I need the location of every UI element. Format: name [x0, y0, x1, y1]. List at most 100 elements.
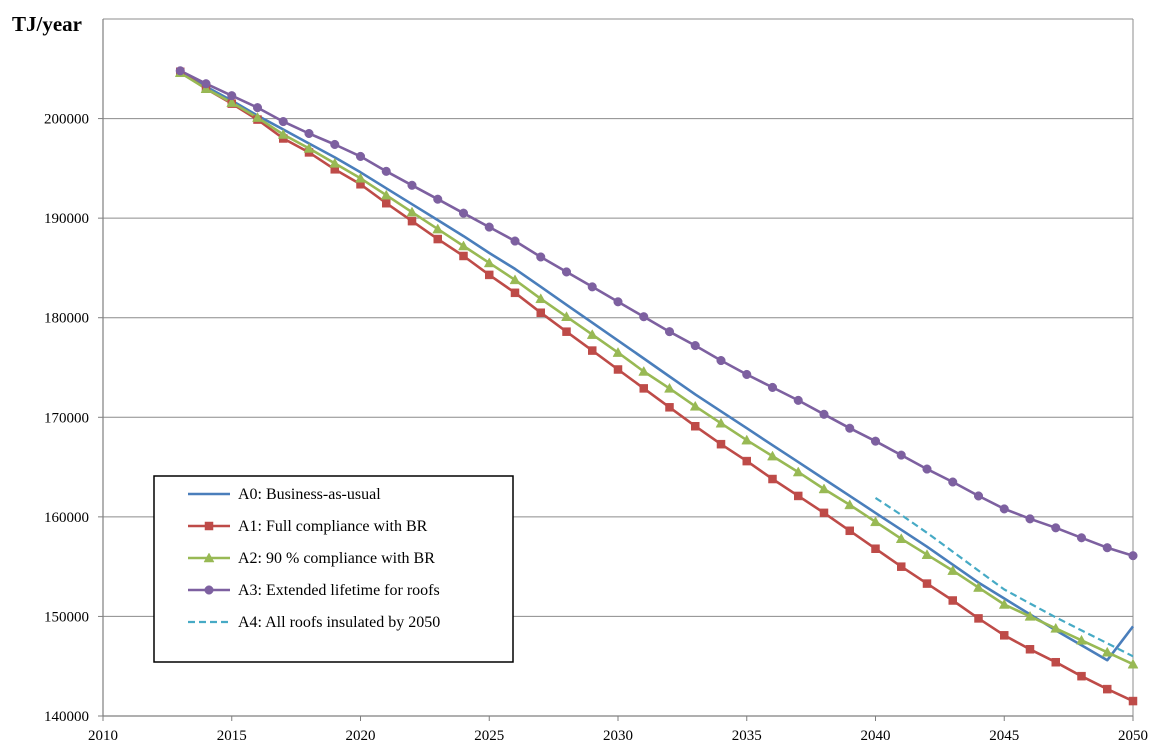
data-point-a3: [664, 327, 675, 337]
data-point-a2: [715, 417, 727, 428]
data-point-a1: [459, 251, 468, 261]
data-point-a3: [948, 477, 958, 487]
data-point-a2: [483, 257, 495, 268]
data-point-a3: [1025, 514, 1035, 524]
data-point-a3: [742, 369, 752, 380]
series-lines: [179, 69, 1135, 703]
x-tick-label: 2010: [88, 728, 118, 744]
data-point-a1: [974, 614, 983, 623]
data-point-a2: [844, 499, 856, 510]
data-point-a2: [535, 293, 547, 304]
legend-marker-a3: [204, 585, 214, 595]
data-point-a3: [175, 66, 185, 76]
data-point-a1: [536, 308, 545, 317]
data-point-a2: [870, 516, 881, 527]
x-tick-label: 2015: [217, 728, 247, 744]
data-point-a3: [922, 464, 932, 474]
x-tick-label: 2050: [1118, 728, 1148, 744]
data-point-a1: [433, 234, 442, 244]
data-point-a3: [278, 117, 288, 127]
series-line-a3: [179, 69, 1134, 557]
data-point-a1: [1128, 696, 1138, 706]
data-point-a3: [484, 222, 494, 232]
legend-label-a4: A4: All roofs insulated by 2050: [238, 614, 440, 631]
data-point-a3: [716, 355, 726, 366]
data-point-a1: [845, 526, 854, 536]
data-point-a2: [586, 329, 598, 339]
data-point-a3: [639, 312, 649, 322]
data-point-a1: [1025, 645, 1035, 654]
series-line-a1: [179, 70, 1134, 703]
x-tick-label: 2020: [346, 728, 376, 744]
series-line-a4: [874, 496, 1134, 658]
legend-label-a1: A1: Full compliance with BR: [238, 518, 428, 535]
data-point-a3: [896, 450, 906, 460]
data-point-a2: [252, 112, 263, 122]
data-point-a1: [948, 596, 957, 605]
x-tick-label: 2040: [861, 728, 891, 744]
data-point-a3: [767, 382, 778, 392]
data-point-a2: [1127, 658, 1139, 669]
data-point-a2: [355, 172, 366, 183]
y-axis-label: TJ/year: [12, 12, 82, 36]
data-point-a2: [1024, 610, 1036, 621]
data-point-a2: [329, 157, 341, 168]
data-point-a3: [999, 504, 1009, 514]
data-point-a1: [819, 508, 829, 518]
data-point-a2: [432, 223, 444, 234]
legend-label-a3: A3: Extended lifetime for roofs: [238, 582, 440, 599]
data-point-a1: [588, 346, 597, 355]
data-point-a1: [1077, 671, 1086, 681]
data-point-a1: [382, 198, 391, 208]
data-point-a3: [536, 252, 546, 262]
data-point-a1: [562, 327, 571, 336]
data-point-a1: [742, 456, 751, 466]
data-point-a1: [485, 270, 494, 280]
data-point-a3: [870, 436, 881, 446]
data-point-a3: [690, 341, 700, 351]
data-point-a3: [304, 128, 314, 139]
data-point-a2: [895, 533, 907, 544]
data-point-a2: [921, 549, 933, 559]
data-point-a3: [1128, 551, 1138, 561]
data-point-a2: [226, 97, 238, 107]
data-point-a1: [510, 288, 520, 298]
data-point-a1: [768, 474, 777, 484]
tick-labels: 2010 2015 2020 2025 2030 2035 2040 2045 2050 1400…: [44, 112, 1148, 744]
data-point-a2: [638, 365, 650, 376]
data-point-a1: [665, 403, 674, 412]
y-tick-label: 200000: [44, 112, 89, 128]
data-point-a2: [689, 400, 701, 411]
legend-marker-a2: [203, 552, 215, 563]
y-tick-label: 140000: [44, 709, 89, 725]
data-point-a2: [458, 240, 469, 251]
data-point-a2: [1076, 634, 1087, 645]
data-point-a2: [509, 274, 521, 285]
data-point-a1: [897, 562, 906, 571]
data-point-a2: [303, 142, 315, 153]
data-point-a2: [664, 382, 675, 393]
data-point-a1: [1000, 631, 1009, 640]
data-point-a3: [407, 180, 417, 190]
data-point-a2: [792, 466, 804, 477]
data-point-a1: [794, 491, 803, 501]
x-tick-label: 2035: [732, 728, 762, 744]
data-point-a2: [561, 311, 572, 321]
data-point-a2: [406, 206, 418, 217]
data-point-a1: [407, 216, 417, 226]
data-point-a1: [922, 579, 932, 588]
data-point-a2: [767, 450, 778, 461]
axes: [98, 19, 1134, 721]
y-tick-label: 190000: [44, 211, 89, 227]
y-tick-label: 150000: [44, 609, 89, 625]
data-point-a3: [561, 267, 572, 277]
data-point-a3: [613, 297, 623, 307]
data-point-a3: [973, 491, 984, 501]
legend-marker-a1: [204, 521, 214, 531]
data-point-a1: [716, 439, 726, 449]
data-point-a3: [201, 79, 211, 89]
data-point-a3: [1102, 543, 1112, 553]
data-point-a2: [818, 483, 830, 494]
data-point-a2: [1050, 622, 1062, 633]
